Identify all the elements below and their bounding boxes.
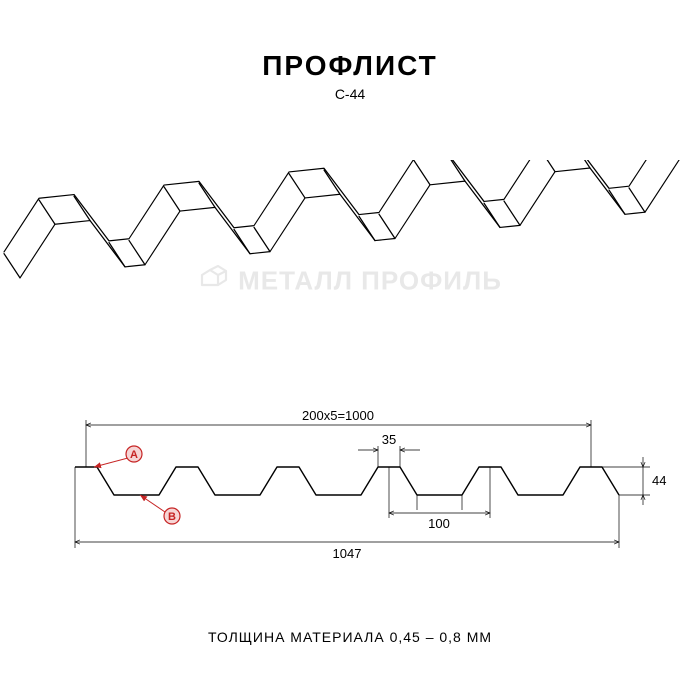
marker-b-label: B xyxy=(168,511,176,523)
page-title: ПРОФЛИСТ xyxy=(0,50,700,82)
dim-bottom-flat-label: 100 xyxy=(428,516,450,531)
material-thickness-note: ТОЛЩИНА МАТЕРИАЛА 0,45 – 0,8 ММ xyxy=(0,629,700,645)
isometric-profile-view xyxy=(0,160,700,340)
technical-profile-view: 200х5=1000 35 100 44 xyxy=(0,390,700,590)
dim-pitch-label: 200х5=1000 xyxy=(302,408,374,423)
dim-height-label: 44 xyxy=(652,473,666,488)
title-block: ПРОФЛИСТ С-44 xyxy=(0,0,700,102)
marker-a-label: A xyxy=(130,449,138,461)
dim-top-flat-label: 35 xyxy=(382,432,396,447)
page-subtitle: С-44 xyxy=(0,86,700,102)
dim-overall-label: 1047 xyxy=(333,546,362,561)
